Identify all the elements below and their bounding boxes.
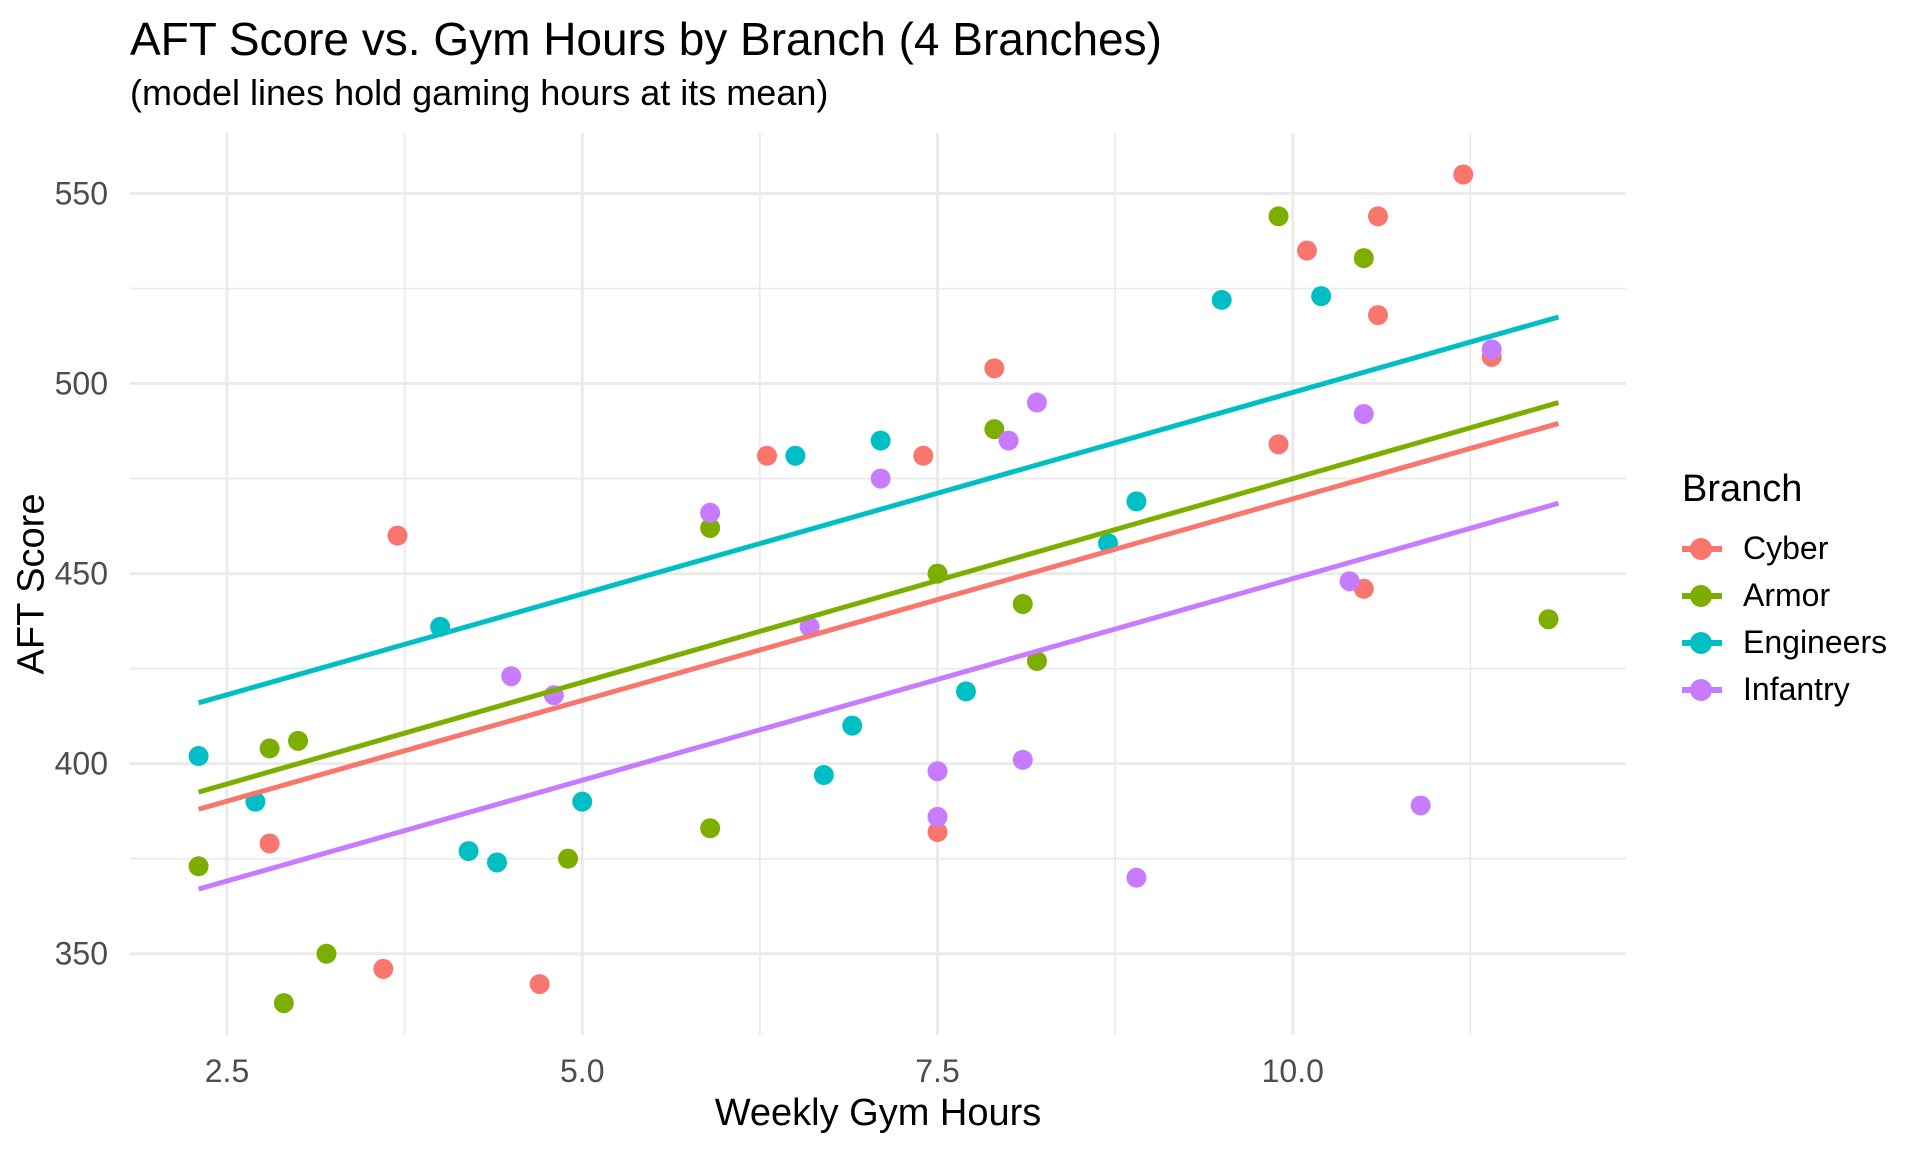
- data-point-infantry: [927, 806, 948, 827]
- data-point-infantry: [1339, 571, 1360, 592]
- legend-key-icon: [1682, 537, 1722, 560]
- data-point-cyber: [1296, 240, 1317, 261]
- data-point-infantry: [1481, 339, 1502, 360]
- data-point-engineers: [842, 715, 863, 736]
- legend-key-icon: [1682, 678, 1722, 701]
- data-point-armor: [259, 738, 280, 759]
- x-tick-label: 10.0: [1262, 1053, 1324, 1089]
- data-point-armor: [288, 730, 309, 751]
- x-tick-label: 2.5: [205, 1053, 249, 1089]
- data-point-infantry: [1353, 403, 1374, 424]
- data-point-cyber: [984, 358, 1005, 379]
- y-tick-label: 350: [55, 936, 108, 972]
- legend-item-label: Cyber: [1743, 530, 1829, 566]
- data-point-infantry: [1126, 867, 1147, 888]
- data-point-engineers: [870, 430, 891, 451]
- y-tick-label: 450: [55, 556, 108, 592]
- data-point-cyber: [756, 445, 777, 466]
- legend-items: Cyber Armor Engineers Infantry: [1682, 525, 1887, 713]
- data-point-armor: [188, 856, 209, 877]
- data-point-cyber: [387, 525, 408, 546]
- trend-line-infantry: [197, 500, 1560, 892]
- data-point-infantry: [870, 468, 891, 489]
- data-point-armor: [1012, 594, 1033, 615]
- data-point-armor: [1353, 248, 1374, 269]
- data-point-cyber: [1368, 305, 1389, 326]
- data-point-cyber: [373, 958, 394, 979]
- data-point-engineers: [486, 852, 507, 873]
- trend-line-cyber: [197, 421, 1560, 812]
- data-point-infantry: [799, 616, 820, 637]
- y-tick-label: 550: [55, 176, 108, 212]
- x-tick-label: 7.5: [915, 1053, 959, 1089]
- data-point-infantry: [700, 502, 721, 523]
- data-point-armor: [700, 818, 721, 839]
- data-point-engineers: [572, 791, 593, 812]
- data-point-cyber: [259, 833, 280, 854]
- data-point-infantry: [1410, 795, 1431, 816]
- data-point-engineers: [955, 681, 976, 702]
- y-axis-title: AFT Score: [10, 493, 53, 675]
- trend-line-armor: [197, 400, 1560, 795]
- legend-item-label: Armor: [1743, 577, 1831, 613]
- legend-key-icon: [1682, 631, 1722, 654]
- legend-item-armor: Armor: [1682, 572, 1887, 619]
- data-point-armor: [1538, 609, 1559, 630]
- data-point-armor: [558, 848, 579, 869]
- legend-key-icon: [1682, 584, 1722, 607]
- legend-title: Branch: [1682, 468, 1803, 510]
- trend-line-engineers: [197, 314, 1560, 706]
- data-point-engineers: [1211, 289, 1232, 310]
- legend-item-label: Infantry: [1743, 671, 1850, 707]
- data-point-engineers: [1311, 286, 1332, 307]
- data-point-armor: [1026, 651, 1047, 672]
- data-point-armor: [700, 517, 721, 538]
- data-point-infantry: [927, 761, 948, 782]
- chart-subtitle: (model lines hold gaming hours at its me…: [130, 72, 829, 113]
- legend-item-infantry: Infantry: [1682, 666, 1887, 713]
- legend-item-label: Engineers: [1743, 624, 1888, 660]
- data-point-engineers: [785, 445, 806, 466]
- legend-item-cyber: Cyber: [1682, 525, 1887, 572]
- data-point-armor: [273, 993, 294, 1014]
- data-point-engineers: [1126, 491, 1147, 512]
- data-point-infantry: [1012, 749, 1033, 770]
- data-point-armor: [316, 943, 337, 964]
- y-tick-label: 500: [55, 366, 108, 402]
- data-point-infantry: [1026, 392, 1047, 413]
- data-point-cyber: [1453, 164, 1474, 185]
- legend-item-engineers: Engineers: [1682, 619, 1887, 666]
- data-point-infantry: [998, 430, 1019, 451]
- data-point-cyber: [529, 974, 550, 995]
- y-tick-label: 400: [55, 746, 108, 782]
- data-point-armor: [1268, 206, 1289, 227]
- data-point-cyber: [1268, 434, 1289, 455]
- data-point-infantry: [501, 666, 522, 687]
- data-point-cyber: [927, 822, 948, 843]
- chart-title: AFT Score vs. Gym Hours by Branch (4 Bra…: [130, 13, 1162, 65]
- data-point-engineers: [188, 746, 209, 767]
- data-point-armor: [984, 419, 1005, 440]
- x-tick-label: 5.0: [560, 1053, 604, 1089]
- legend: Branch Cyber Armor Engineers Infantry: [1682, 468, 1887, 713]
- data-point-engineers: [458, 841, 479, 862]
- data-point-engineers: [813, 765, 834, 786]
- x-axis-title: Weekly Gym Hours: [714, 1092, 1042, 1134]
- data-point-cyber: [913, 445, 934, 466]
- data-point-cyber: [1368, 206, 1389, 227]
